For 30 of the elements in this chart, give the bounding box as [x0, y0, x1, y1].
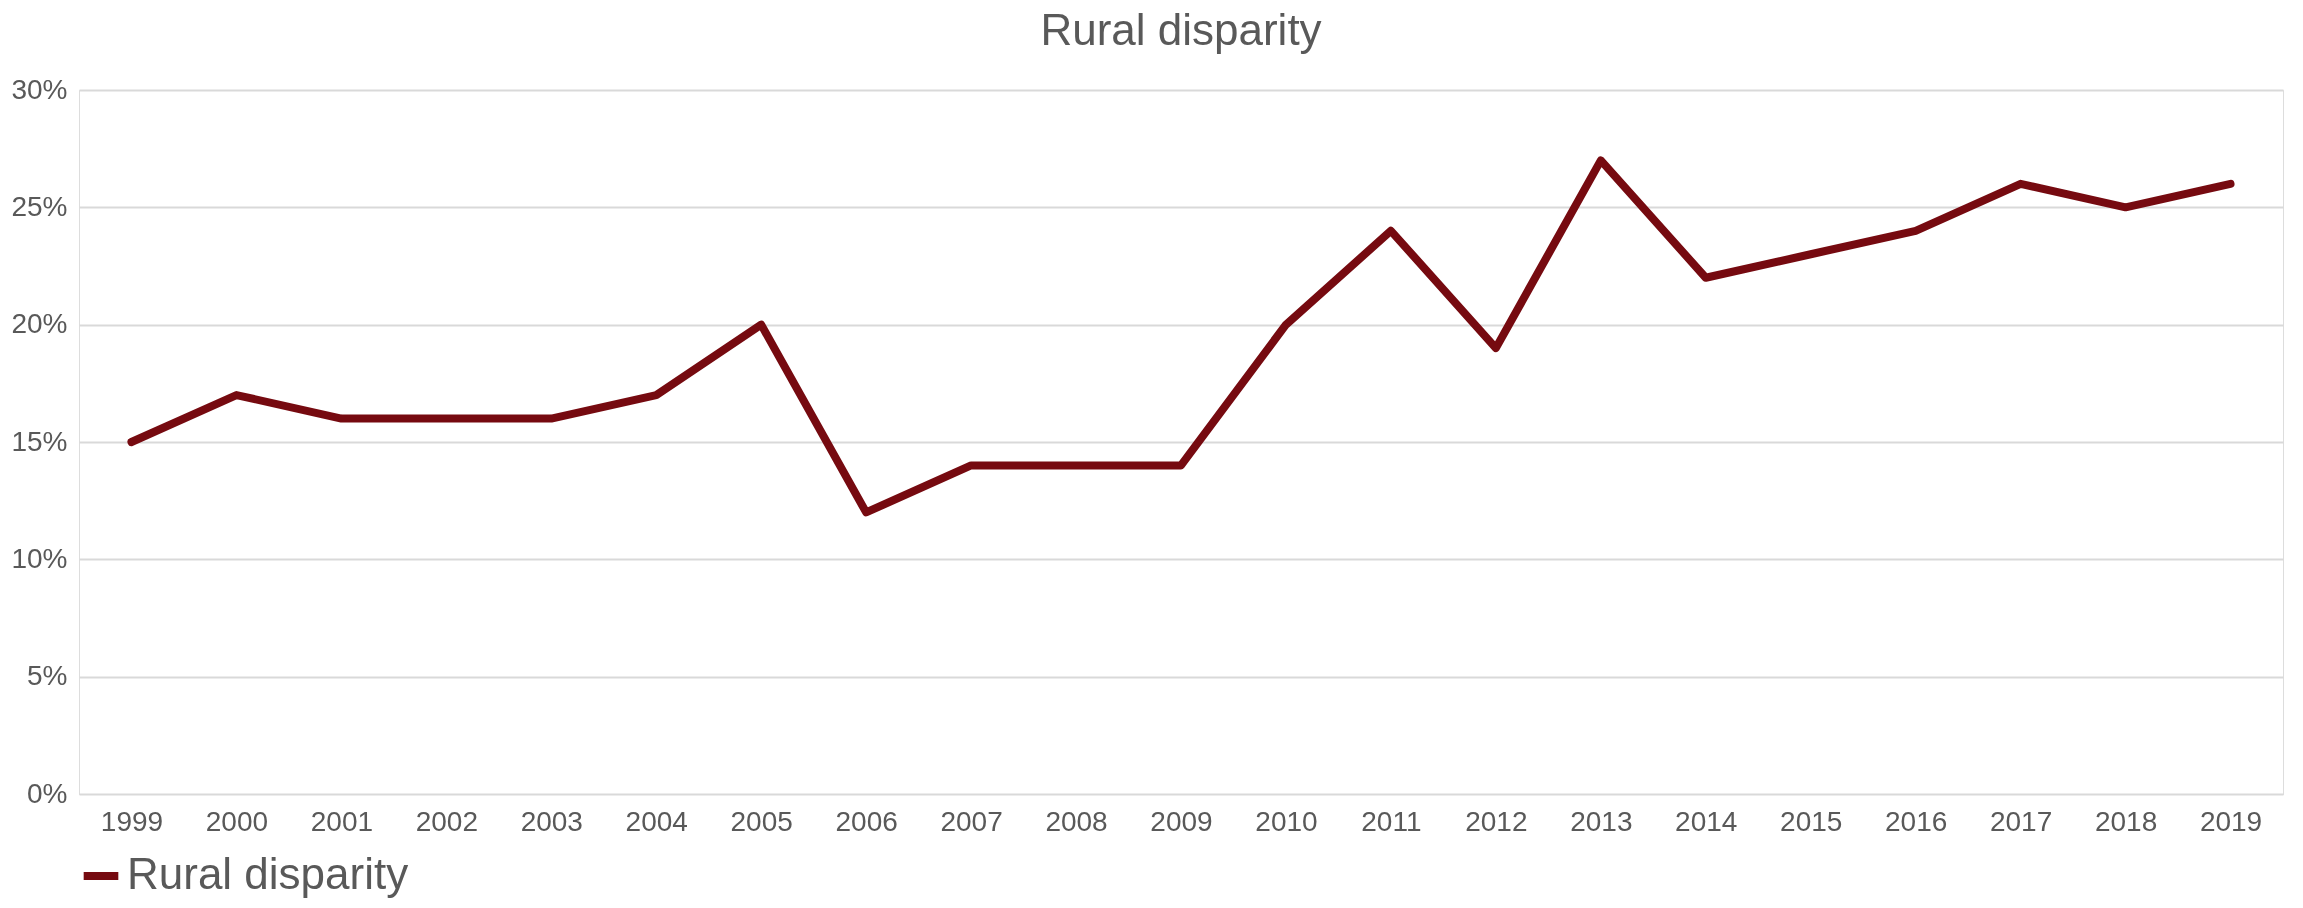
x-tick-label: 2001	[310, 805, 374, 837]
x-tick-label: 2008	[1045, 805, 1108, 837]
x-tick-label: 2019	[2199, 805, 2263, 837]
x-tick-label: 2009	[1150, 805, 1213, 837]
x-tick-label: 2018	[2094, 805, 2158, 837]
x-tick-label: 2017	[1989, 805, 2053, 837]
x-tick-label: 2002	[415, 805, 478, 837]
x-tick-label: 2016	[1885, 805, 1948, 837]
x-tick-label: 2011	[1361, 805, 1422, 837]
x-tick-label: 2006	[835, 805, 898, 837]
x-tick-label: 2010	[1255, 805, 1318, 837]
x-tick-label: 2014	[1675, 805, 1738, 837]
x-tick-label: 2012	[1465, 805, 1528, 837]
y-tick-label: 5%	[27, 660, 68, 692]
x-tick-label: 2015	[1780, 805, 1843, 837]
y-tick-label: 25%	[11, 190, 68, 222]
chart-title: Rural disparity	[1040, 5, 1322, 54]
x-tick-label: 2003	[520, 805, 583, 837]
y-tick-label: 15%	[11, 425, 68, 457]
y-tick-label: 20%	[11, 308, 68, 340]
x-tick-label: 2000	[205, 805, 269, 837]
x-tick-label: 2004	[625, 805, 688, 837]
x-tick-label: 2013	[1570, 805, 1633, 837]
y-tick-label: 10%	[11, 542, 68, 574]
x-tick-label: 1999	[100, 805, 164, 837]
y-tick-label: 30%	[11, 73, 68, 105]
x-tick-label: 2007	[940, 805, 1003, 837]
x-tick-label: 2005	[730, 805, 793, 837]
legend-label: Rural disparity	[127, 849, 409, 898]
y-tick-label: 0%	[27, 777, 68, 809]
